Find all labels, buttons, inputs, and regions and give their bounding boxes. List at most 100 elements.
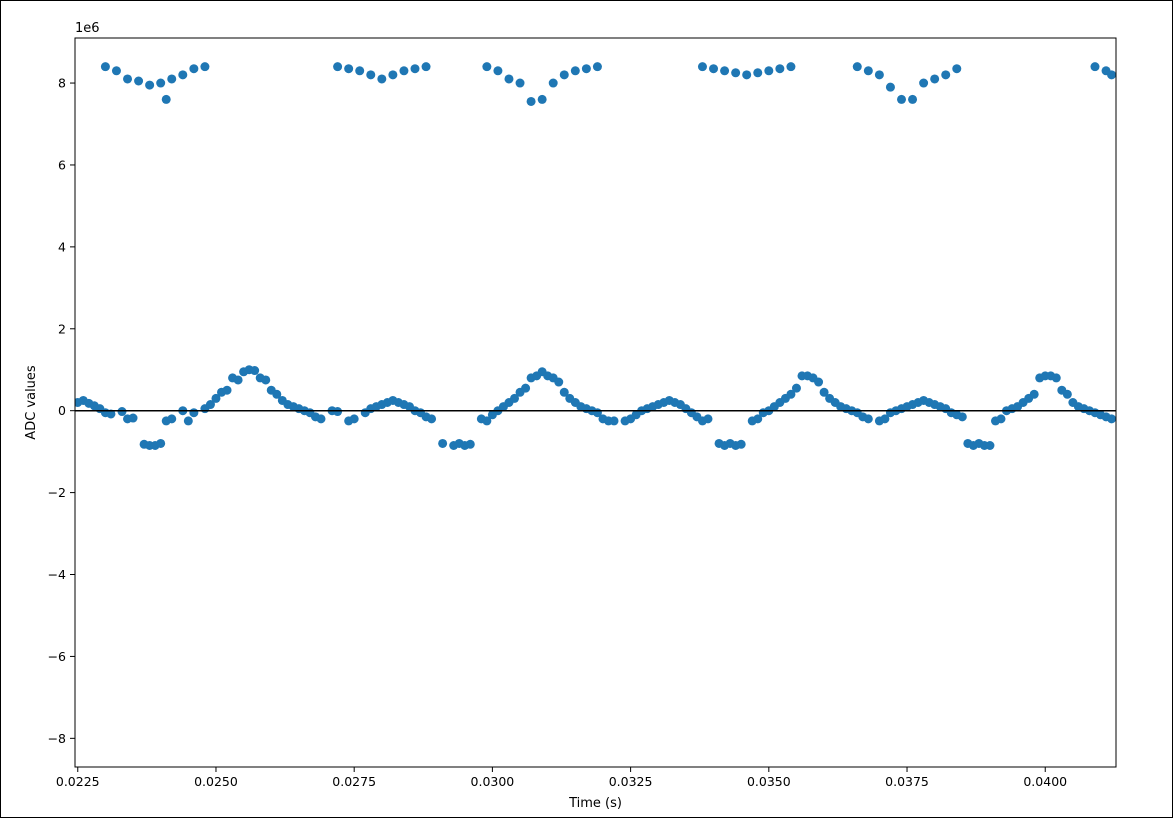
data-point: [521, 383, 531, 393]
x-tick-label: 0.0350: [747, 774, 791, 789]
x-tick-label: 0.0300: [471, 774, 515, 789]
data-point: [316, 414, 326, 424]
data-point: [731, 68, 741, 78]
data-point: [410, 64, 420, 74]
data-point: [814, 377, 824, 387]
data-point: [570, 66, 580, 76]
data-point: [156, 78, 166, 88]
data-point: [482, 416, 492, 426]
data-point: [465, 439, 475, 449]
data-point: [161, 94, 171, 104]
x-axis-label: Time (s): [568, 796, 622, 811]
data-point: [537, 94, 547, 104]
data-point: [211, 393, 221, 403]
data-point: [377, 74, 387, 84]
y-tick-label: 0: [58, 403, 66, 418]
data-point: [897, 94, 906, 104]
y-axis-offset-label: 1e6: [75, 21, 100, 36]
data-point: [261, 375, 271, 385]
x-tick-label: 0.0400: [1023, 774, 1067, 789]
x-tick-label: 0.0275: [332, 774, 376, 789]
data-point: [874, 70, 884, 80]
data-point: [736, 439, 746, 449]
data-point: [366, 70, 376, 80]
data-point: [145, 80, 155, 90]
data-point: [559, 70, 569, 80]
y-tick-label: −6: [48, 649, 66, 664]
data-point: [930, 74, 940, 84]
data-point: [1029, 389, 1039, 399]
y-tick-label: 8: [58, 76, 66, 91]
data-point: [482, 62, 492, 72]
data-point: [919, 78, 929, 88]
x-tick-label: 0.0375: [885, 774, 929, 789]
data-point: [100, 62, 110, 72]
data-point: [863, 414, 873, 424]
y-tick-label: 6: [58, 157, 66, 172]
data-point: [515, 78, 525, 88]
data-point: [128, 413, 138, 423]
y-tick-label: −4: [48, 567, 66, 582]
data-point: [504, 74, 514, 84]
data-point: [791, 383, 801, 393]
data-point: [697, 62, 707, 72]
data-point: [493, 66, 503, 76]
data-point: [167, 414, 177, 424]
y-tick-label: −8: [48, 731, 66, 746]
data-point: [526, 96, 536, 106]
data-point: [885, 82, 895, 92]
data-point: [167, 74, 177, 84]
x-tick-label: 0.0325: [609, 774, 653, 789]
data-point: [189, 408, 199, 418]
points-layer: [75, 62, 1116, 450]
y-axis-ticks: −8 −6 −4 −2 0 2 4 6 8: [48, 76, 75, 746]
data-point: [819, 387, 829, 397]
data-point: [957, 412, 967, 422]
data-point: [863, 66, 873, 76]
data-point: [250, 366, 260, 376]
data-point: [427, 414, 437, 424]
data-point: [344, 64, 354, 74]
y-tick-label: −2: [48, 485, 66, 500]
x-tick-label: 0.0225: [56, 774, 100, 789]
data-point: [742, 70, 752, 80]
data-point: [753, 68, 763, 78]
data-point: [189, 64, 199, 74]
data-point: [438, 438, 448, 448]
data-point: [996, 414, 1006, 424]
x-axis-ticks: 0.0225 0.0250 0.0275 0.0300 0.0325 0.0350 0.03…: [56, 767, 1067, 789]
data-point: [720, 66, 730, 76]
data-point: [421, 62, 431, 72]
data-point: [156, 438, 166, 448]
data-point: [880, 414, 890, 424]
y-tick-label: 2: [58, 321, 66, 336]
data-point: [233, 375, 243, 385]
data-point: [205, 400, 215, 410]
data-point: [554, 377, 564, 387]
data-point: [786, 389, 796, 399]
data-point: [559, 387, 569, 397]
data-point: [117, 407, 127, 417]
data-point: [709, 64, 719, 74]
data-point: [548, 78, 558, 88]
data-point: [388, 70, 398, 80]
x-tick-label: 0.0250: [194, 774, 238, 789]
data-point: [333, 62, 343, 72]
data-point: [703, 414, 713, 424]
data-point: [111, 66, 121, 76]
data-point: [272, 389, 282, 399]
data-point: [908, 94, 918, 104]
data-point: [753, 414, 763, 424]
data-point: [775, 64, 785, 74]
data-point: [852, 62, 862, 72]
data-point: [1107, 70, 1116, 80]
data-point: [1051, 373, 1061, 383]
data-point: [581, 64, 591, 74]
data-point: [349, 414, 359, 424]
data-point: [200, 62, 210, 72]
data-point: [1107, 414, 1116, 424]
data-point: [183, 416, 193, 426]
y-tick-label: 4: [58, 239, 66, 254]
